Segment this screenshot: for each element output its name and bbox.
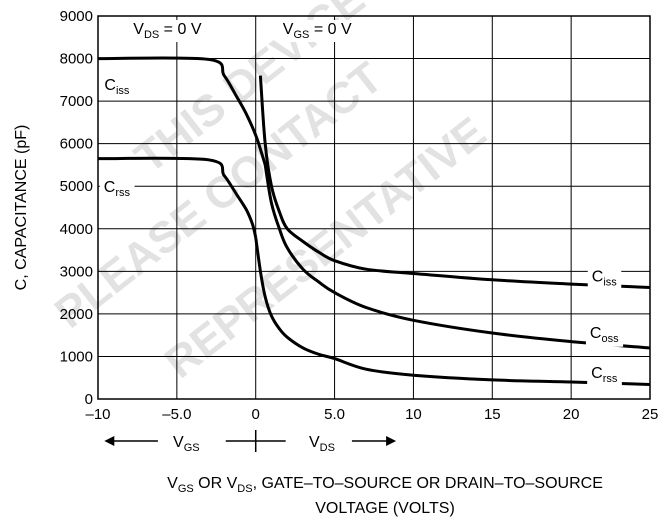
y-tick-label: 2000 <box>60 306 93 323</box>
series-crss-vds-side <box>254 237 651 386</box>
y-tick-label: 1000 <box>60 348 93 365</box>
x-tick-label: 25 <box>642 406 659 423</box>
curve-label-bg <box>587 363 622 388</box>
series-ciss-vgs-side <box>97 56 270 177</box>
y-tick-label: 3000 <box>60 263 93 280</box>
curve-label: Coss <box>590 325 619 345</box>
series-crss-vgs-side <box>97 156 258 238</box>
y-tick-label: 7000 <box>60 93 93 110</box>
series-ciss-vds-side <box>258 75 651 289</box>
y-tick-label: 0 <box>85 391 93 408</box>
x-tick-label: –10 <box>85 406 110 423</box>
vgs-arrow-label: VGS <box>173 434 200 454</box>
x-tick-label: 0 <box>252 406 260 423</box>
y-tick-label: 5000 <box>60 178 93 195</box>
region-label-bg <box>130 20 205 42</box>
curve-label-bg <box>587 266 622 291</box>
y-tick-label: 4000 <box>60 221 93 238</box>
x-axis-label-line1: VGS OR VDS, GATE–TO–SOURCE OR DRAIN–TO–S… <box>167 475 603 495</box>
x-axis-label-line2: VOLTAGE (VOLTS) <box>315 500 455 517</box>
chart-labels: VDS = 0 V VGS = 0 V Ciss Crss Ciss Coss Crss <box>99 20 624 388</box>
x-tick-label: 20 <box>563 406 580 423</box>
chart-grid <box>97 15 651 400</box>
watermark-line: REPRESENTATIVE <box>156 108 495 388</box>
chart-series <box>97 56 651 386</box>
x-tick-label: 15 <box>484 406 501 423</box>
curve-label-bg <box>585 322 624 347</box>
vgs-arrow-head <box>104 436 115 446</box>
y-tick-label: 9000 <box>60 8 93 25</box>
curve-label-bg <box>99 177 135 202</box>
curve-label-bg <box>100 75 134 100</box>
y-tick-label: 8000 <box>60 51 93 68</box>
x-tick-label: 10 <box>405 406 422 423</box>
vds-arrow-label: VDS <box>309 434 335 454</box>
curve-label: Crss <box>591 365 618 385</box>
region-label: VDS = 0 V <box>133 21 202 41</box>
y-tick-label: 6000 <box>60 136 93 153</box>
plot-frame <box>97 15 651 400</box>
curve-label: Ciss <box>104 77 130 97</box>
chart-axes: 0 1000 2000 3000 4000 5000 6000 7000 8000 9000 –10… <box>13 8 658 517</box>
curve-label: Ciss <box>592 269 618 289</box>
series-coss <box>263 164 651 350</box>
region-label-bg <box>279 20 355 42</box>
x-tick-label: –5.0 <box>162 406 191 423</box>
curve-label: Crss <box>104 179 131 199</box>
x-tick-label: 5.0 <box>324 406 345 423</box>
vds-arrow-head <box>386 436 397 446</box>
y-axis-label: C, CAPACITANCE (pF) <box>13 125 30 291</box>
region-label: VGS = 0 V <box>283 21 352 41</box>
